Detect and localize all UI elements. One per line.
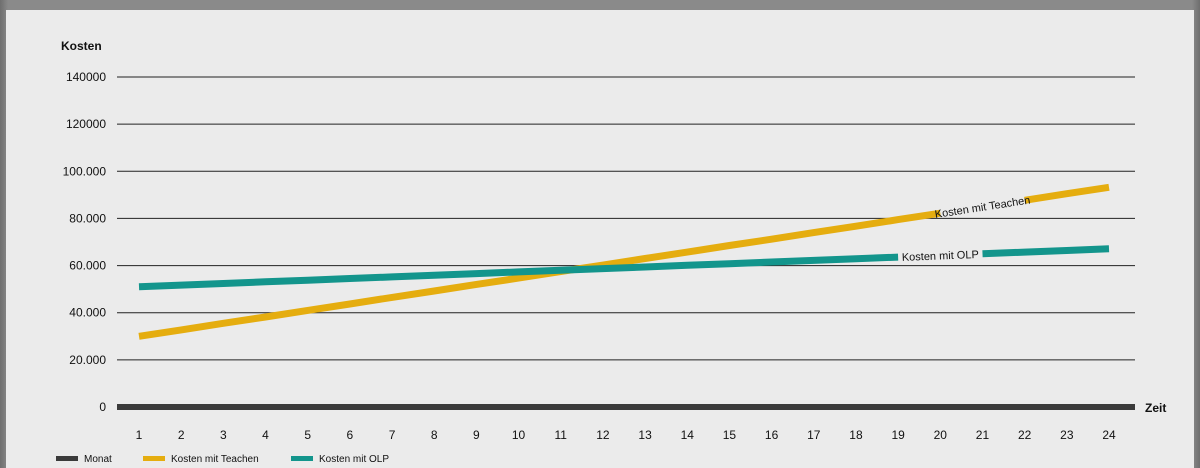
series-line-segment <box>138 253 899 291</box>
x-tick-label: 11 <box>555 428 568 442</box>
legend-label: Kosten mit OLP <box>319 454 389 465</box>
x-tick-labels: 1 2 3 4 5 6 7 8 9 10 11 12 13 14 15 16 17 18 19 20 21 22 23 24 <box>136 428 1116 442</box>
y-tick-label: 100.000 <box>63 164 107 178</box>
y-tick-label: 0 <box>99 400 106 414</box>
x-tick-label: 22 <box>1018 428 1032 442</box>
x-tick-label: 3 <box>220 428 227 442</box>
x-tick-label: 5 <box>304 428 311 442</box>
chart-panel: 0 20.000 40.000 60.000 80.000 100.000 120000 14… <box>6 10 1194 468</box>
x-tick-label: 13 <box>638 428 652 442</box>
line-chart: 020.00040.00060.00080.000100.00012000014… <box>56 39 1166 465</box>
legend-swatch <box>291 456 313 461</box>
x-tick-label: 1 <box>136 428 143 442</box>
x-tick-label: 18 <box>849 428 863 442</box>
x-tick-label: 14 <box>681 428 695 442</box>
series-lines <box>138 183 1110 340</box>
x-tick-label: 19 <box>891 428 905 442</box>
legend: Monat Kosten mit Teachen Kosten mit OLP <box>56 454 389 465</box>
x-tick-label: 17 <box>807 428 821 442</box>
series-inline-label: Kosten mit Teachen <box>934 194 1031 221</box>
series-line-segment <box>138 209 941 340</box>
series-inline-label: Kosten mit OLP <box>902 249 979 264</box>
x-tick-label: 15 <box>723 428 737 442</box>
y-tick-label: 40.000 <box>69 306 106 320</box>
legend-label: Monat <box>84 454 112 465</box>
x-tick-label: 4 <box>262 428 269 442</box>
x-tick-label: 10 <box>512 428 526 442</box>
legend-swatch <box>56 456 78 461</box>
x-tick-label: 12 <box>596 428 610 442</box>
y-axis-label: Kosten <box>61 39 102 53</box>
x-tick-label: 6 <box>347 428 354 442</box>
series-line-segment <box>982 245 1110 258</box>
legend-label: Kosten mit Teachen <box>171 454 259 465</box>
y-tick-label: 20.000 <box>69 353 106 367</box>
x-tick-label: 9 <box>473 428 480 442</box>
x-tick-label: 20 <box>934 428 948 442</box>
series-line-segment <box>1024 183 1110 204</box>
x-tick-label: 16 <box>765 428 779 442</box>
x-tick-label: 23 <box>1060 428 1074 442</box>
y-tick-label: 80.000 <box>69 211 106 225</box>
legend-swatch <box>143 456 165 461</box>
x-axis-label: Zeit <box>1145 401 1166 415</box>
x-tick-label: 24 <box>1102 428 1116 442</box>
y-tick-label: 120000 <box>66 117 106 131</box>
grid <box>117 76 1135 410</box>
x-tick-label: 7 <box>389 428 396 442</box>
x-tick-label: 21 <box>976 428 990 442</box>
x-tick-label: 8 <box>431 428 438 442</box>
x-tick-label: 2 <box>178 428 185 442</box>
y-tick-labels: 0 20.000 40.000 60.000 80.000 100.000 120000 14… <box>63 70 107 414</box>
y-tick-label: 140000 <box>66 70 106 84</box>
y-tick-label: 60.000 <box>69 259 106 273</box>
